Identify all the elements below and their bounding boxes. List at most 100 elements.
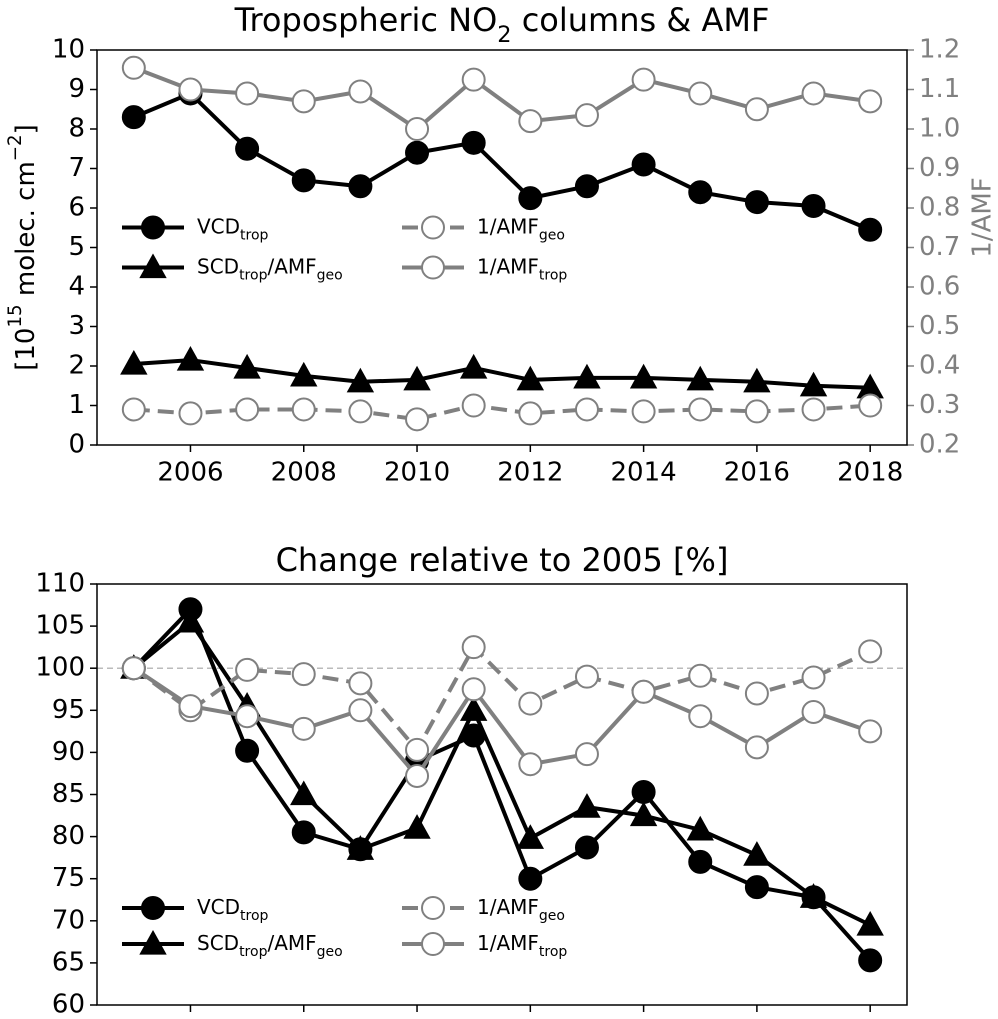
marker — [801, 699, 826, 724]
marker — [235, 81, 260, 106]
marker — [348, 399, 373, 424]
text-part: [10 — [11, 328, 41, 371]
marker — [801, 194, 826, 219]
marker — [858, 217, 883, 242]
x-tick-label: 2014 — [611, 1018, 677, 1019]
marker — [346, 367, 375, 393]
marker — [421, 932, 445, 956]
marker — [291, 820, 316, 845]
marker — [348, 671, 373, 696]
y-tick-label: 80 — [52, 821, 85, 851]
chart-title: Tropospheric NO2 columns & AMF — [234, 1, 770, 48]
y-tick-label: 70 — [52, 905, 85, 935]
marker — [744, 97, 769, 122]
chart-title: Change relative to 2005 [%] — [276, 541, 729, 579]
plot-frame — [96, 583, 908, 1006]
marker — [421, 896, 445, 920]
marker — [631, 779, 656, 804]
text-part: 1/AMF — [477, 254, 539, 278]
text-part: /AMF — [267, 931, 316, 955]
y-tick-label: 90 — [52, 737, 85, 767]
y-tick-label: 9 — [68, 74, 85, 104]
marker — [801, 81, 826, 106]
marker — [518, 866, 543, 891]
text-part: VCD — [197, 214, 240, 238]
marker — [856, 910, 884, 936]
marker — [348, 79, 373, 104]
y2-tick-label: 0.5 — [919, 311, 960, 341]
marker — [858, 89, 883, 114]
text-part: 1/AMF — [477, 931, 539, 955]
marker — [346, 835, 375, 860]
marker — [801, 665, 826, 690]
y-tick-label: 4 — [68, 272, 85, 302]
y-tick-label: 85 — [52, 779, 85, 809]
marker — [629, 363, 658, 389]
x-tick-label: 2014 — [611, 458, 677, 488]
x-tick-label: 2010 — [384, 458, 450, 488]
marker — [235, 136, 260, 161]
marker — [518, 691, 543, 716]
marker — [744, 681, 769, 706]
marker — [686, 365, 714, 391]
marker — [139, 253, 167, 279]
text-part: /AMF — [267, 254, 316, 278]
marker — [858, 948, 883, 973]
marker — [176, 607, 205, 633]
y2-tick-label: 0.2 — [919, 430, 960, 460]
marker — [291, 89, 316, 114]
marker — [421, 255, 445, 280]
text-part: Change relative to 2005 [%] — [276, 541, 729, 579]
x-tick-label: 2010 — [384, 1018, 450, 1019]
marker — [405, 407, 430, 432]
marker — [176, 346, 205, 371]
y2-tick-label: 1.1 — [919, 74, 960, 104]
marker — [801, 397, 826, 422]
x-tick-label: 2012 — [497, 458, 563, 488]
y-tick-label: 0 — [68, 430, 85, 460]
series-line — [133, 358, 871, 390]
marker — [858, 639, 883, 664]
marker — [516, 365, 545, 391]
y-tick-label: 60 — [52, 990, 85, 1019]
marker — [574, 397, 599, 422]
marker — [688, 704, 713, 729]
y2-tick-label: 0.6 — [919, 272, 960, 302]
x-tick-label: 2016 — [724, 458, 790, 488]
marker — [744, 190, 769, 215]
marker — [688, 849, 713, 874]
marker — [290, 780, 318, 806]
legend-label: SCDtrop/AMFgeo — [197, 254, 343, 284]
marker — [405, 140, 430, 165]
text-part: geo — [317, 944, 343, 960]
marker — [461, 393, 486, 418]
marker — [799, 883, 828, 908]
legend-label: 1/AMFtrop — [477, 254, 567, 284]
marker — [631, 679, 656, 704]
marker — [574, 174, 599, 199]
marker — [233, 353, 261, 379]
marker — [573, 363, 601, 389]
marker — [141, 215, 165, 240]
y-tick-label: 3 — [68, 311, 85, 341]
marker — [121, 656, 146, 681]
marker — [405, 737, 430, 762]
text-part: geo — [539, 228, 565, 244]
text-part: 2 — [497, 22, 511, 48]
marker — [686, 815, 714, 841]
y-tick-label: 100 — [35, 653, 85, 683]
marker — [421, 215, 445, 240]
marker — [141, 896, 165, 920]
y-tick-label: 65 — [52, 947, 85, 977]
text-part: geo — [317, 268, 343, 284]
text-part: Tropospheric NO — [234, 1, 498, 39]
marker — [291, 662, 316, 687]
y-tick-label: 8 — [68, 114, 85, 144]
marker — [631, 67, 656, 92]
marker — [235, 704, 260, 729]
marker — [744, 399, 769, 424]
marker — [348, 698, 373, 723]
marker — [688, 180, 713, 205]
text-part: trop — [239, 944, 268, 960]
marker — [744, 735, 769, 760]
